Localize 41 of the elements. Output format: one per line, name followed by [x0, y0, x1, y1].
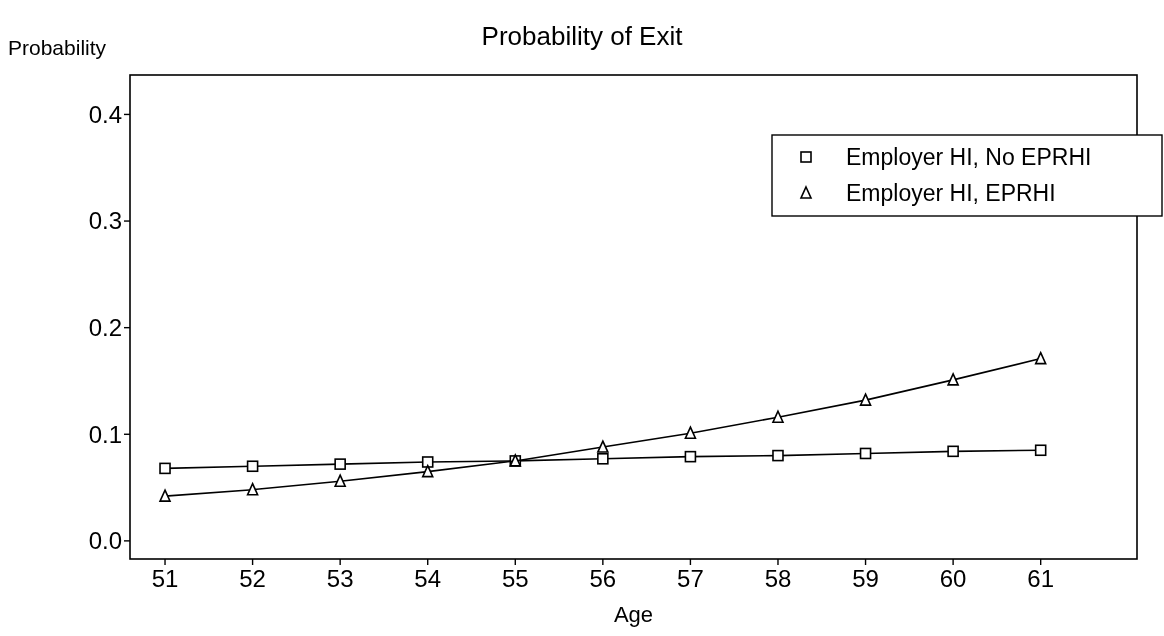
x-tick-label: 51: [151, 565, 179, 592]
point: [859, 393, 872, 406]
point: [246, 460, 259, 473]
x-tick-label: 58: [764, 565, 792, 592]
point: [947, 445, 959, 458]
x-axis-title: Age: [613, 602, 654, 627]
y-axis-title: Probability: [8, 36, 107, 59]
point: [947, 373, 959, 386]
point: [772, 410, 784, 424]
x-tick-label: 60: [939, 565, 967, 592]
point: [334, 474, 346, 487]
legend-label: Employer HI, EPRHI: [846, 180, 1056, 207]
x-tick-label: 56: [589, 565, 617, 592]
point: [421, 464, 434, 478]
y-tick-label: 0.0: [88, 527, 122, 555]
point: [684, 426, 697, 439]
x-tick-label: 52: [239, 565, 266, 592]
point: [246, 482, 259, 496]
point: [597, 440, 609, 453]
x-tick-label: 59: [852, 565, 879, 592]
point: [334, 458, 346, 470]
point: [159, 489, 171, 502]
x-tick-label: 53: [326, 565, 354, 592]
chart-title: Probability of Exit: [481, 21, 684, 51]
point: [684, 450, 697, 463]
y-tick-label: 0.1: [88, 420, 122, 448]
point: [1034, 444, 1047, 457]
x-tick-label: 55: [501, 565, 529, 592]
point: [859, 447, 872, 460]
point: [421, 456, 434, 468]
point: [1034, 351, 1047, 365]
point: [159, 462, 171, 475]
y-tick-label: 0.2: [88, 314, 122, 342]
x-tick-label: 61: [1027, 565, 1055, 592]
x-tick-label: 57: [677, 565, 704, 592]
y-tick-label: 0.4: [88, 100, 122, 128]
y-tick-label: 0.3: [88, 207, 122, 235]
point: [772, 449, 784, 462]
point: [597, 452, 609, 465]
x-tick-label: 54: [414, 565, 442, 592]
legend-label: Employer HI, No EPRHI: [846, 144, 1092, 171]
